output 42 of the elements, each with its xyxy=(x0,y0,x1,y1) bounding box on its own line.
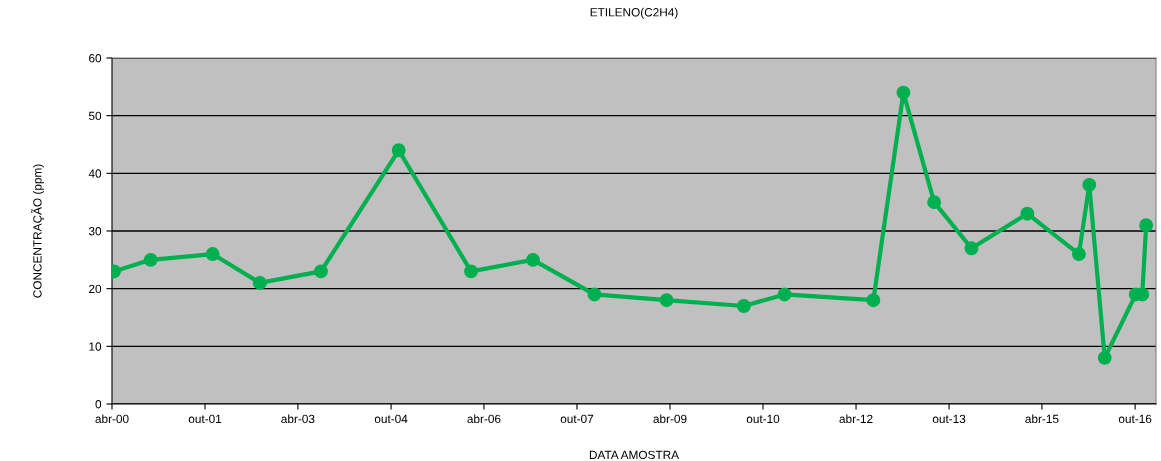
point xyxy=(1082,177,1097,192)
x-axis-title: DATA AMOSTRA xyxy=(589,450,680,460)
point xyxy=(736,299,751,313)
y-tick-label: 40 xyxy=(88,169,102,178)
y-tick-label: 60 xyxy=(89,54,102,63)
point xyxy=(659,293,674,308)
x-tick-label: out-07 xyxy=(560,414,594,424)
y-tick-label: 30 xyxy=(88,227,102,236)
point xyxy=(1139,218,1154,233)
x-tick-label: abr-06 xyxy=(467,414,501,424)
x-tick-label: abr-15 xyxy=(1025,414,1059,424)
point xyxy=(391,143,406,158)
x-tick-label: out-04 xyxy=(374,414,408,424)
chart-title: ETILENO(C2H4) xyxy=(590,7,678,19)
point xyxy=(777,287,792,302)
point xyxy=(927,195,942,210)
point xyxy=(252,275,267,290)
x-tick-label: abr-03 xyxy=(281,414,315,424)
y-tick-label: 20 xyxy=(89,284,102,294)
point xyxy=(526,252,540,267)
point xyxy=(1020,206,1035,221)
x-tick-label: abr-00 xyxy=(95,414,129,424)
x-tick-label: out-13 xyxy=(932,414,966,424)
point xyxy=(205,247,220,262)
x-tick-label: out-10 xyxy=(746,414,780,424)
point xyxy=(1097,350,1112,365)
x-tick-label: abr-12 xyxy=(839,414,873,424)
point xyxy=(143,252,158,267)
point xyxy=(464,264,478,279)
point xyxy=(1071,247,1086,262)
y-tick-label: 0 xyxy=(95,400,102,409)
x-tick-label: abr-09 xyxy=(653,414,687,424)
point xyxy=(587,287,602,302)
point xyxy=(964,241,979,256)
point xyxy=(896,85,911,100)
y-axis-title: CONCENTRAÇÃO (ppm) xyxy=(31,164,45,298)
y-tick-label: 50 xyxy=(88,111,102,121)
x-tick-label: out-16 xyxy=(1118,414,1152,424)
y-tick-label: 10 xyxy=(89,342,102,351)
x-tick-label: out-01 xyxy=(188,414,222,424)
point xyxy=(866,293,881,308)
point xyxy=(314,264,328,279)
